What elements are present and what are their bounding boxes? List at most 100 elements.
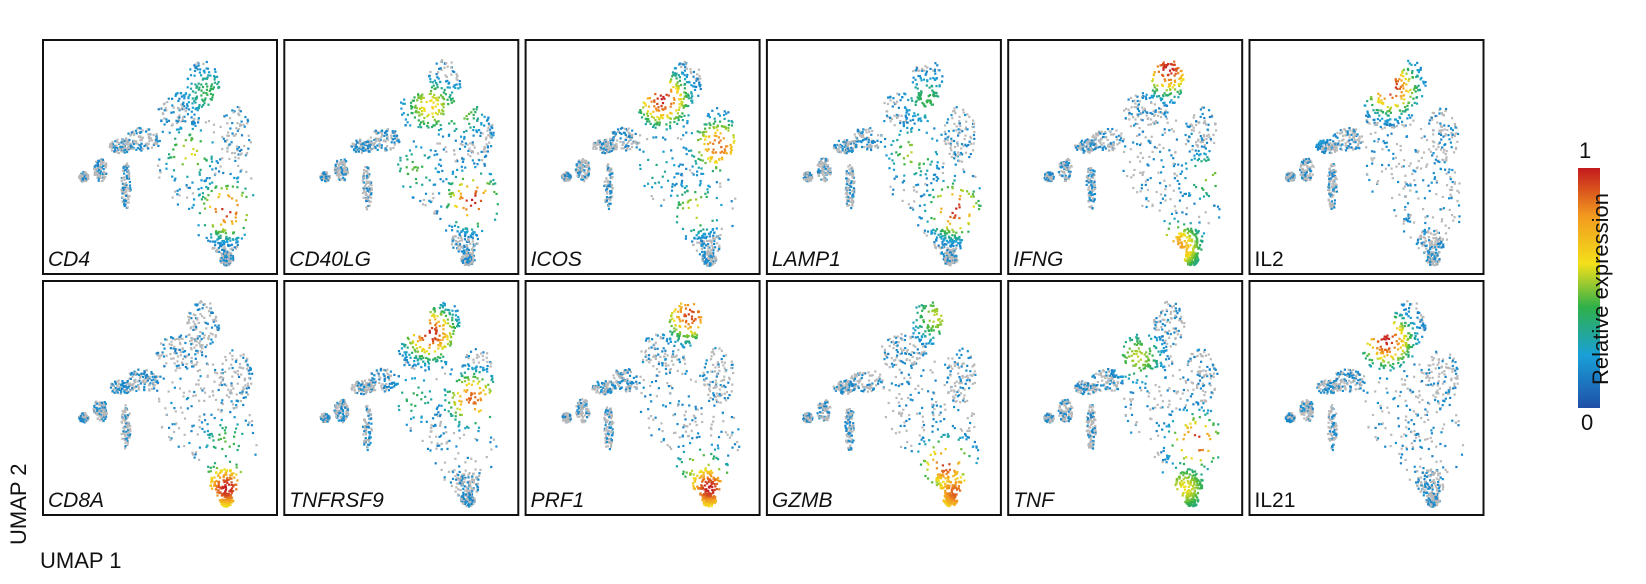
cell-point bbox=[710, 157, 713, 161]
cell-point bbox=[707, 184, 710, 187]
cell-point bbox=[700, 167, 703, 170]
cell-point bbox=[131, 146, 134, 149]
cell-point bbox=[932, 90, 935, 93]
cell-point bbox=[817, 174, 821, 177]
cell-point bbox=[670, 149, 673, 152]
cell-point bbox=[1090, 188, 1093, 191]
cell-point bbox=[697, 157, 700, 160]
cell-point bbox=[911, 99, 914, 102]
cell-point bbox=[644, 123, 647, 126]
cell-point bbox=[1198, 215, 1201, 218]
cell-point bbox=[439, 164, 443, 167]
cell-point bbox=[344, 170, 347, 173]
cell-point bbox=[1087, 188, 1090, 191]
cell-point bbox=[129, 142, 132, 145]
cell-point bbox=[953, 234, 956, 237]
cell-point bbox=[664, 138, 667, 141]
cell-point bbox=[232, 231, 235, 234]
cell-point bbox=[705, 240, 709, 243]
cell-point bbox=[944, 124, 947, 127]
cell-point bbox=[937, 95, 940, 98]
cell-point bbox=[144, 130, 148, 133]
cell-point bbox=[673, 164, 676, 167]
cell-point bbox=[674, 73, 677, 76]
cell-point bbox=[692, 85, 695, 88]
cell-point bbox=[942, 244, 945, 247]
cell-point bbox=[703, 142, 706, 146]
cell-point bbox=[1145, 114, 1148, 117]
cell-point bbox=[960, 153, 963, 156]
cell-point bbox=[363, 187, 366, 190]
cell-point bbox=[902, 125, 905, 128]
cell-point bbox=[856, 128, 859, 131]
cell-point bbox=[1210, 139, 1213, 142]
cell-point bbox=[646, 112, 649, 115]
cell-point bbox=[1062, 164, 1065, 167]
cell-point bbox=[929, 67, 932, 70]
cell-point bbox=[945, 239, 948, 242]
cell-point bbox=[727, 178, 730, 181]
cell-point bbox=[465, 208, 468, 211]
cell-point bbox=[715, 167, 718, 170]
cell-point bbox=[419, 97, 422, 100]
cell-point bbox=[339, 174, 343, 177]
cell-point bbox=[451, 236, 454, 240]
cell-point bbox=[910, 128, 913, 131]
cell-point bbox=[909, 206, 912, 209]
cell-point bbox=[913, 200, 916, 203]
cell-point bbox=[610, 184, 613, 187]
cell-point bbox=[707, 252, 710, 255]
cell-point bbox=[718, 158, 721, 161]
cell-point bbox=[113, 150, 116, 153]
cell-point bbox=[606, 190, 609, 193]
cell-point bbox=[843, 151, 846, 154]
cell-point bbox=[836, 143, 839, 147]
cell-point bbox=[457, 87, 460, 90]
cell-point bbox=[236, 180, 239, 183]
cell-point bbox=[899, 146, 902, 149]
cell-point bbox=[1159, 150, 1162, 153]
cell-point bbox=[1153, 146, 1156, 149]
cell-point bbox=[625, 149, 628, 152]
cell-point bbox=[709, 141, 712, 144]
cell-point bbox=[841, 149, 844, 152]
cell-point bbox=[200, 198, 203, 201]
cell-point bbox=[911, 206, 914, 209]
cell-point bbox=[932, 69, 935, 72]
cell-point bbox=[192, 148, 195, 151]
cell-point bbox=[368, 195, 371, 199]
cell-point bbox=[891, 117, 894, 121]
umap-panel-lamp1: LAMP1 bbox=[765, 39, 1002, 275]
cell-point bbox=[628, 132, 631, 135]
cell-point bbox=[231, 248, 234, 252]
cell-point bbox=[127, 132, 130, 135]
cell-point bbox=[706, 253, 709, 256]
cell-point bbox=[685, 148, 688, 151]
cell-point bbox=[705, 228, 709, 231]
cell-point bbox=[718, 245, 721, 248]
cell-point bbox=[715, 227, 718, 230]
cell-point bbox=[1179, 191, 1182, 194]
cell-point bbox=[489, 173, 493, 176]
cell-point bbox=[386, 137, 389, 140]
cell-point bbox=[866, 146, 869, 149]
cell-point bbox=[126, 164, 129, 167]
cell-point bbox=[225, 185, 228, 188]
cell-point bbox=[401, 102, 405, 105]
cell-point bbox=[436, 153, 439, 156]
cell-point bbox=[1147, 200, 1150, 203]
cell-point bbox=[193, 74, 196, 77]
cell-point bbox=[914, 78, 917, 81]
cell-point bbox=[193, 113, 196, 116]
cell-point bbox=[948, 152, 951, 155]
cell-point bbox=[340, 160, 343, 163]
cell-point bbox=[957, 151, 960, 154]
cell-point bbox=[161, 112, 164, 115]
cell-point bbox=[236, 241, 239, 244]
cell-point bbox=[93, 165, 96, 168]
cell-point bbox=[918, 216, 921, 219]
cell-point bbox=[1093, 192, 1097, 196]
cell-point bbox=[952, 230, 955, 233]
cell-point bbox=[1198, 131, 1201, 134]
cell-point bbox=[623, 132, 626, 135]
